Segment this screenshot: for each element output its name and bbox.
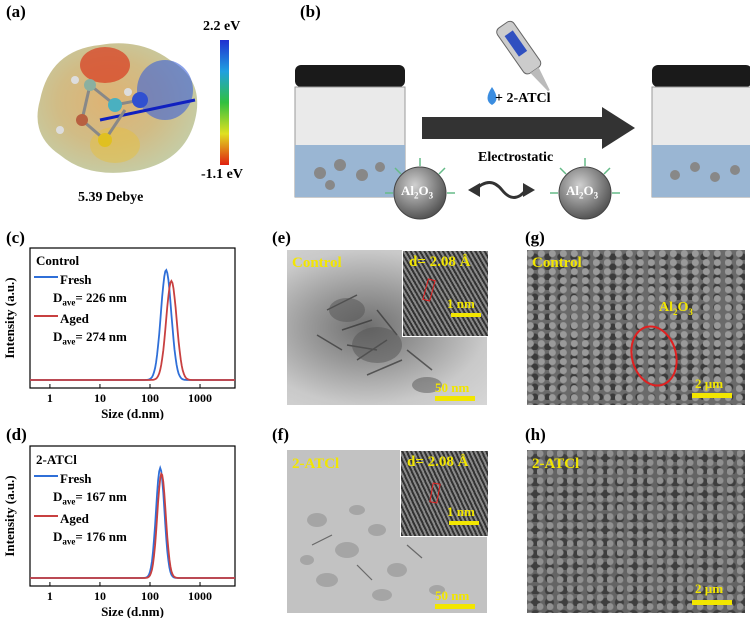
dls-chart-control: 1 10 100 1000 Size (d.nm) Intensity (a.u.) [2, 247, 236, 420]
chart-c-group: Control [36, 253, 80, 268]
sem-scale-bar-control [692, 393, 732, 398]
x-axis-label: Size (d.nm) [101, 604, 164, 618]
chart-c-fresh-dave: Dave= 226 nm [53, 290, 127, 308]
tem-scale-bar-2atcl [435, 604, 475, 609]
x-tick-label: 1 [47, 391, 53, 405]
dipole-label: 5.39 Debye [78, 190, 144, 205]
x-tick-label: 10 [94, 391, 106, 405]
electrostatic-label: Electrostatic [478, 150, 554, 165]
tem-image-2atcl: d= 2.08 Å 1 nm 2-ATCl 50 nm [287, 450, 489, 613]
tem-inset-control [402, 250, 489, 337]
chart-d-fresh-dave: Dave= 167 nm [53, 489, 127, 507]
plot-frame [29, 445, 236, 587]
tem-image-control: d= 2.08 Å 1 nm Control 50 nm [287, 250, 489, 405]
inset-scale-label-control: 1 nm [447, 296, 475, 311]
chart-d-aged-dave: Dave= 176 nm [53, 529, 127, 547]
chart-d-group: 2-ATCl [36, 452, 77, 467]
x-tick-label: 1000 [188, 589, 212, 603]
x-tick-label: 100 [141, 589, 159, 603]
chart-c-aged-legend: Aged [60, 311, 89, 326]
sem-image-2atcl: 2-ATCl 2 µm [527, 450, 745, 613]
esp-map-figure [37, 40, 229, 173]
y-axis-label: Intensity (a.u.) [2, 277, 17, 358]
panel-f-label: (f) [272, 425, 289, 444]
sem-al2o3-annotation: Al2O3 [659, 300, 693, 317]
panel-d-label: (d) [6, 425, 27, 444]
y-axis-label: Intensity (a.u.) [2, 475, 17, 556]
x-tick-label: 100 [141, 391, 159, 405]
sem-scale-bar-2atcl [692, 600, 732, 605]
scheme-figure [294, 20, 750, 220]
chart-d-fresh-legend: Fresh [60, 471, 92, 486]
panel-g-label: (g) [525, 228, 545, 247]
tem-group-control: Control [292, 255, 342, 271]
chart-d-aged-legend: Aged [60, 511, 89, 526]
x-axis-label: Size (d.nm) [101, 406, 164, 420]
sem-group-2atcl: 2-ATCl [532, 456, 580, 472]
tem-flakes-2atcl [300, 505, 445, 601]
series-line-aged [30, 471, 235, 579]
colorbar-min-label: -1.1 eV [201, 167, 243, 182]
series-line-aged [30, 279, 235, 381]
panel-c-label: (c) [6, 228, 25, 247]
colorbar-max-label: 2.2 eV [203, 19, 241, 34]
chart-c-fresh-legend: Fresh [60, 272, 92, 287]
panel-e-label: (e) [272, 228, 291, 247]
sem-scale-label-control: 2 µm [695, 376, 724, 391]
sem-group-control: Control [532, 255, 582, 271]
tem-inset-2atcl [400, 450, 489, 537]
panel-h-label: (h) [525, 425, 546, 444]
sem-image-control: Control Al2O3 2 µm [527, 250, 745, 405]
al2o3-highlight-ellipse [623, 320, 685, 392]
lattice-marker [429, 482, 441, 504]
tem-d-spacing-control: d= 2.08 Å [409, 254, 471, 270]
x-tick-label: 10 [94, 589, 106, 603]
add-reagent-label: + 2-ATCl [495, 91, 551, 106]
panel-b-label: (b) [300, 2, 321, 21]
tem-scale-bar-control [435, 396, 475, 401]
inset-scale-label-2atcl: 1 nm [447, 504, 475, 519]
x-tick-label: 1 [47, 589, 53, 603]
inset-scale-bar [451, 313, 481, 317]
tem-group-2atcl: 2-ATCl [292, 456, 340, 472]
particle-right-label: Al2O3 [566, 183, 599, 201]
sem-scale-label-2atcl: 2 µm [695, 581, 724, 596]
inset-scale-bar [449, 521, 479, 525]
tem-flakes-control [316, 294, 442, 393]
tem-d-spacing-2atcl: d= 2.08 Å [407, 454, 469, 470]
lattice-marker [422, 278, 436, 302]
plot-frame [29, 247, 236, 389]
particle-left-label: Al2O3 [401, 183, 434, 201]
panel-a-label: (a) [6, 2, 26, 21]
tem-scale-label-control: 50 nm [435, 380, 470, 395]
dls-chart-2atcl: 1 10 100 1000 Size (d.nm) Intensity (a.u.) [2, 445, 236, 618]
x-tick-label: 1000 [188, 391, 212, 405]
tem-scale-label-2atcl: 50 nm [435, 588, 470, 603]
chart-c-aged-dave: Dave= 274 nm [53, 329, 127, 347]
